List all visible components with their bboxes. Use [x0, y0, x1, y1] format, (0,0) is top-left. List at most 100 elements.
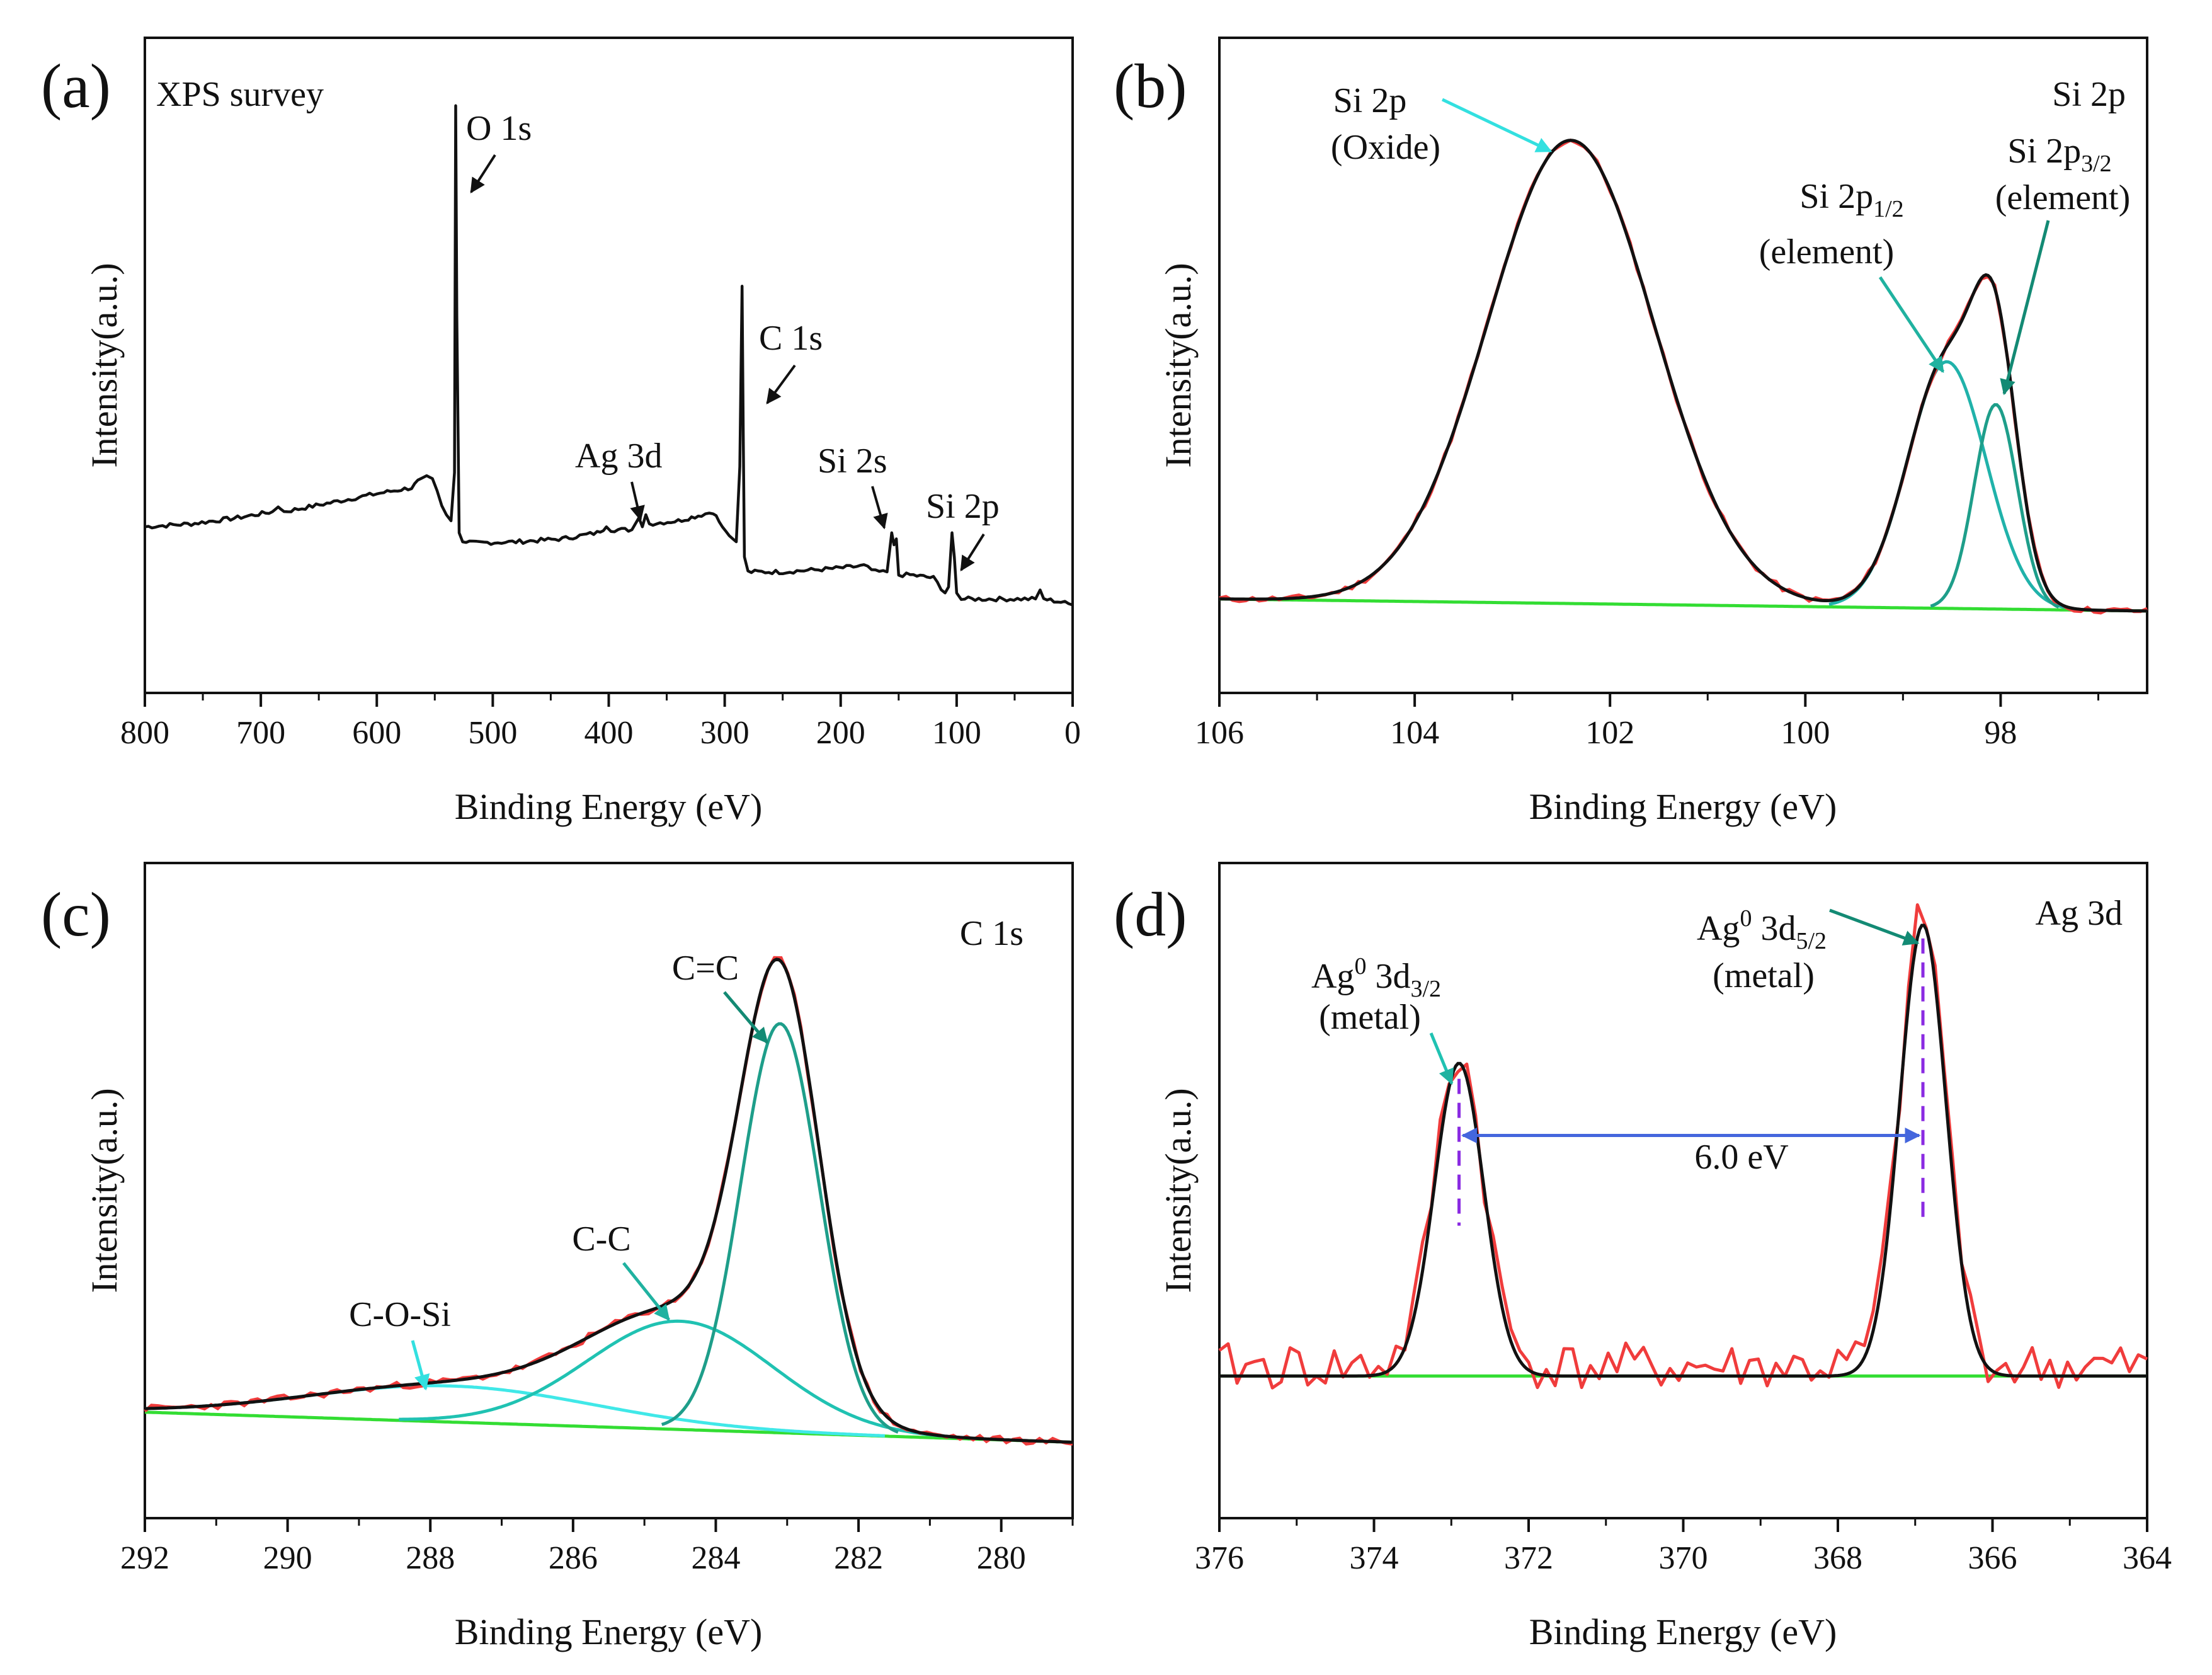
panel-d-arrow-3d52: [1829, 908, 1920, 946]
panel-a-annotation-c1s: C 1s: [759, 319, 823, 358]
panel-c-raw-line: [144, 956, 1073, 1446]
panel-c-arrow-cosi: [411, 1340, 430, 1391]
panel-c-label-cosi: C-O-Si: [349, 1295, 451, 1334]
panel-b-element-12-label: Si 2p1/2: [1799, 177, 1903, 222]
panel-a-annotation-ag3d: Ag 3d: [575, 437, 662, 476]
x-tick-label: 286: [549, 1540, 598, 1576]
x-tick-label: 700: [236, 715, 285, 751]
panel-c: (c) C 1s 292 290 288 286 284 282 280 Binding E…: [41, 862, 1074, 1652]
panel-d-fit-line: [1219, 923, 2147, 1378]
x-tick-label: 376: [1195, 1540, 1244, 1576]
panel-b-title: Si 2p: [2052, 75, 2126, 114]
panel-a-arrow-ag3d: [630, 481, 645, 522]
panel-a-arrow-si2p: [960, 533, 985, 572]
x-tick-label: 374: [1350, 1540, 1399, 1576]
panel-b-y-title: Intensity(a.u.): [1158, 263, 1199, 467]
x-tick-label: 100: [1781, 715, 1830, 751]
panel-c-label: (c): [41, 879, 111, 949]
panel-d-title: Ag 3d: [2036, 894, 2123, 933]
x-tick-label: 0: [1064, 715, 1081, 751]
panel-d-label: (d): [1114, 879, 1187, 949]
panel-d-x-ticks: 376 374 372 370 368 366 364: [1195, 1518, 2172, 1576]
panel-d-raw-line: [1218, 903, 2148, 1390]
panel-c-x-ticks: 292 290 288 286 284 282 280: [120, 1518, 1074, 1576]
x-tick-label: 200: [816, 715, 865, 751]
panel-c-label-cc: C-C: [572, 1220, 630, 1259]
panel-b: (b) Si 2p 106 104 102 100 98 Binding Energy …: [1114, 37, 2148, 827]
panel-b-arrow-oxide: [1441, 98, 1553, 153]
panel-d-label-3d32: Ag0 3d3/2: [1311, 953, 1441, 1002]
x-tick-label: 102: [1585, 715, 1634, 751]
panel-b-background-line: [1219, 597, 2148, 613]
x-tick-label: 284: [691, 1540, 740, 1576]
panel-a-annotation-o1s: O 1s: [466, 109, 532, 148]
panel-c-fit-line: [144, 958, 1073, 1444]
panel-b-frame: [1218, 37, 2148, 694]
panel-c-arrow-cc: [622, 1262, 670, 1321]
x-tick-label: 288: [406, 1540, 455, 1576]
panel-b-element-32-label: Si 2p3/2: [2007, 132, 2111, 177]
panel-c-background-line: [144, 1410, 1073, 1444]
x-tick-label: 368: [1813, 1540, 1862, 1576]
panel-d-splitting-label: 6.0 eV: [1694, 1138, 1788, 1177]
panel-a-arrow-si2s: [871, 486, 888, 530]
x-tick-label: 292: [120, 1540, 169, 1576]
panel-a-survey-line: [144, 104, 1073, 607]
x-tick-label: 300: [700, 715, 750, 751]
panel-c-frame: [144, 862, 1074, 1519]
panel-d-y-title: Intensity(a.u.): [1158, 1088, 1199, 1293]
panel-b-element-32-sublabel: (element): [1995, 178, 2131, 217]
panel-a-title: XPS survey: [156, 75, 324, 114]
x-tick-label: 104: [1390, 715, 1439, 751]
panel-b-x-title: Binding Energy (eV): [1529, 786, 1837, 827]
panel-c-component-cc: [399, 1319, 961, 1439]
panel-b-component-si2p12: [1828, 360, 2066, 609]
panel-b-x-ticks: 106 104 102 100 98: [1195, 693, 2099, 751]
panel-d-label-3d52: Ag0 3d5/2: [1697, 905, 1827, 954]
x-tick-label: 600: [352, 715, 401, 751]
panel-d: (d) Ag 3d 376 374 372 370 368 366 364 Binding …: [1114, 862, 2172, 1652]
panel-d-arrow-3d32: [1429, 1032, 1454, 1085]
x-tick-label: 106: [1195, 715, 1244, 751]
x-tick-label: 370: [1659, 1540, 1708, 1576]
panel-b-component-si2p32: [1930, 403, 2060, 609]
panel-c-component-cosi: [144, 1384, 886, 1438]
x-tick-label: 400: [584, 715, 634, 751]
panel-b-arrow-element-12: [1878, 276, 1945, 374]
panel-d-sublabel-3d52: (metal): [1713, 956, 1815, 995]
panel-a-x-ticks: 800 700 600 500 400 300 200 100 0: [120, 693, 1081, 751]
panel-b-label: (b): [1114, 51, 1187, 121]
x-tick-label: 366: [1968, 1540, 2017, 1576]
panel-a-arrow-o1s: [470, 154, 496, 194]
panel-c-component-c-double-c: [661, 1022, 899, 1434]
panel-b-oxide-sublabel: (Oxide): [1331, 128, 1440, 167]
panel-c-label-c-double-c: C=C: [672, 949, 739, 988]
panel-a: (a) XPS survey 800 700 600 500 400 300 200 100 0…: [41, 37, 1081, 827]
panel-a-x-title: Binding Energy (eV): [455, 786, 763, 827]
panel-c-y-title: Intensity(a.u.): [84, 1088, 125, 1293]
panel-c-arrow-c-double-c: [723, 991, 768, 1044]
x-tick-label: 100: [932, 715, 981, 751]
panel-a-frame: [144, 37, 1074, 694]
panel-a-annotation-si2p: Si 2p: [926, 487, 1000, 526]
panel-b-fit-line: [1219, 139, 2147, 613]
panel-c-x-title: Binding Energy (eV): [455, 1611, 763, 1652]
panel-a-y-title: Intensity(a.u.): [84, 263, 125, 467]
x-tick-label: 800: [120, 715, 169, 751]
panel-a-annotation-si2s: Si 2s: [818, 442, 887, 481]
panel-b-oxide-label: Si 2p: [1333, 81, 1407, 120]
panel-c-title: C 1s: [960, 914, 1023, 953]
panel-d-x-title: Binding Energy (eV): [1529, 1611, 1837, 1652]
panel-d-sublabel-3d32: (metal): [1319, 998, 1421, 1037]
x-tick-label: 364: [2123, 1540, 2172, 1576]
panel-b-arrow-element-32: [2000, 220, 2050, 396]
panel-a-arrow-c1s: [766, 364, 796, 404]
x-tick-label: 98: [1984, 715, 2017, 751]
x-tick-label: 282: [834, 1540, 883, 1576]
x-tick-label: 500: [468, 715, 517, 751]
panel-b-element-12-sublabel: (element): [1759, 232, 1895, 272]
x-tick-label: 372: [1504, 1540, 1553, 1576]
x-tick-label: 280: [977, 1540, 1026, 1576]
panel-a-label: (a): [41, 51, 111, 121]
